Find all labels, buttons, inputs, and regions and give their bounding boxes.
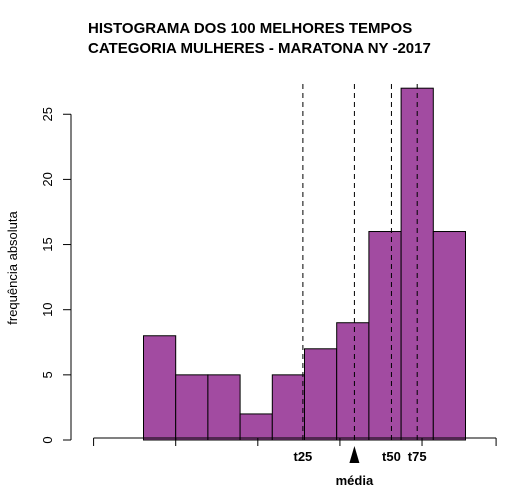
histogram-bar	[207, 374, 241, 441]
histogram-bar	[432, 231, 466, 441]
y-tick-label: 25	[40, 107, 55, 121]
x-axis	[93, 437, 497, 446]
y-axis-label: frequência absoluta	[5, 211, 20, 325]
histogram-bar	[239, 413, 273, 441]
y-tick-label: 5	[40, 371, 55, 378]
marker-label: t75	[408, 449, 427, 464]
y-tick-label: 20	[40, 172, 55, 186]
histogram-bar	[304, 348, 338, 441]
histogram-bar	[271, 374, 305, 441]
histogram-bar	[336, 322, 370, 441]
y-tick-label: 0	[40, 436, 55, 443]
histogram-bar	[368, 231, 402, 441]
marker-labels-group: t25 média t50 t75	[293, 446, 427, 488]
histogram-bar	[143, 335, 177, 441]
media-arrow-icon	[349, 446, 360, 463]
chart-title-line-1: HISTOGRAMA DOS 100 MELHORES TEMPOS	[88, 20, 412, 37]
y-tick-label: 15	[40, 237, 55, 251]
y-tick-label: 10	[40, 302, 55, 316]
marker-label: t25	[293, 449, 312, 464]
marker-label: média	[336, 473, 374, 488]
chart-title-line-2: CATEGORIA MULHERES - MARATONA NY -2017	[88, 40, 431, 57]
y-axis: 0 5 10 15 20 25	[40, 107, 72, 444]
histogram-bar	[175, 374, 209, 441]
marker-label: t50	[382, 449, 401, 464]
